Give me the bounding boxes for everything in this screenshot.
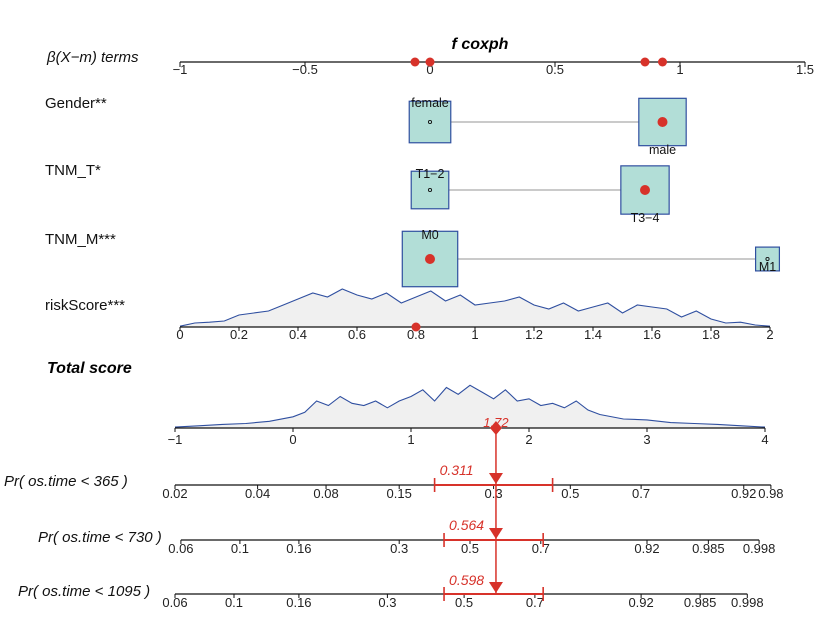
total-tick-label: 3	[643, 432, 650, 447]
selected-category-point	[657, 117, 668, 127]
prob-tick-label: 0.998	[743, 541, 776, 556]
prob-tick-label: 0.3	[485, 486, 503, 501]
selected-category-point	[425, 254, 435, 264]
total-tick-label: 4	[761, 432, 768, 447]
category-box	[408, 100, 452, 144]
prob-tick-label: 0.985	[692, 541, 725, 556]
total-tick-label: 2	[525, 432, 532, 447]
prob-tick-label: 0.7	[632, 486, 650, 501]
tnm-t-label: TNM_T*	[45, 162, 101, 179]
prob-tick-label: 0.5	[561, 486, 579, 501]
category-center-dot	[427, 119, 433, 125]
prob-tick-label: 0.1	[231, 541, 249, 556]
prob-tick-label: 0.92	[731, 486, 756, 501]
beta-axis-tick-label: −0.5	[292, 62, 318, 77]
prob-tick-label: 0.04	[245, 486, 270, 501]
beta-axis-tick-label: 1.5	[796, 62, 814, 77]
prob-tick-label: 0.08	[313, 486, 338, 501]
riskscore-tick-label: 0.4	[289, 327, 307, 342]
riskscore-tick-label: 0.2	[230, 327, 248, 342]
prob-tick-label: 0.06	[168, 541, 193, 556]
prob-tick-label: 0.92	[634, 541, 659, 556]
prob-tick-label: 0.92	[628, 595, 653, 610]
total-density-line	[174, 384, 766, 428]
prob-value-label: 0.564	[449, 517, 484, 533]
category-label: M1	[759, 260, 776, 274]
prob-tick-label: 0.15	[387, 486, 412, 501]
riskscore-density-line	[179, 288, 771, 327]
category-label: T1−2	[416, 167, 445, 181]
prob-tick-label: 0.985	[684, 595, 717, 610]
category-center-dot	[427, 187, 433, 193]
riskscore-tick-label: 0.8	[407, 327, 425, 342]
chart-title: f coxph	[452, 36, 509, 53]
prob-tick-label: 0.16	[286, 541, 311, 556]
prob-tick-label: 0.16	[286, 595, 311, 610]
prob-730-label: Pr( os.time < 730 )	[38, 529, 162, 546]
prob-tick-label: 0.5	[455, 595, 473, 610]
prob-365-label: Pr( os.time < 365 )	[4, 473, 128, 490]
total-density-fill	[175, 385, 765, 428]
selected-category-point	[640, 185, 650, 195]
chart-marks: −1 −0.5 0 0.5 1 1.5 female male T1−2 T3−4 M0 M1 0 0.2…	[162, 57, 814, 610]
prob-tick-label: 0.3	[390, 541, 408, 556]
riskscore-tick-label: 1.8	[702, 327, 720, 342]
prob-tick-label: 0.3	[378, 595, 396, 610]
beta-axis-tick-label: 1	[676, 62, 683, 77]
riskscore-tick-label: 1.6	[643, 327, 661, 342]
riskscore-density-fill	[180, 289, 770, 327]
prob-tick-label: 0.7	[526, 595, 544, 610]
beta-axis-tick-label: 0.5	[546, 62, 564, 77]
beta-red-point	[658, 57, 667, 67]
prob-tick-label: 0.5	[461, 541, 479, 556]
riskscore-tick-label: 1.4	[584, 327, 602, 342]
riskscore-tick-label: 1	[471, 327, 478, 342]
riskscore-label: riskScore***	[45, 297, 125, 314]
beta-red-point	[425, 57, 435, 67]
category-box	[401, 230, 459, 288]
riskscore-tick-label: 2	[766, 327, 773, 342]
prob-value-label: 0.598	[449, 572, 484, 588]
prob-tick-label: 0.02	[162, 486, 187, 501]
riskscore-tick-label: 0.6	[348, 327, 366, 342]
beta-axis-tick-label: −1	[173, 62, 188, 77]
beta-axis-label: β(X−m) terms	[46, 49, 139, 66]
riskscore-selected-point	[411, 322, 421, 332]
gender-label: Gender**	[45, 95, 107, 112]
beta-red-point	[410, 57, 420, 67]
total-tick-label: 1	[407, 432, 414, 447]
category-label: male	[649, 143, 676, 157]
total-tick-label: 0	[289, 432, 296, 447]
total-score-value-label: 1.72	[483, 415, 509, 430]
beta-axis-tick-label: 0	[426, 62, 433, 77]
prob-tick-label: 0.998	[731, 595, 764, 610]
category-label: T3−4	[631, 211, 660, 225]
riskscore-tick-label: 1.2	[525, 327, 543, 342]
prob-value-label: 0.311	[440, 462, 474, 478]
category-label: female	[411, 96, 449, 110]
prob-tick-label: 0.1	[225, 595, 243, 610]
total-score-label: Total score	[47, 360, 132, 377]
category-box	[754, 246, 781, 272]
category-label: M0	[421, 228, 438, 242]
prob-tick-label: 0.98	[758, 486, 783, 501]
total-score-marker	[489, 421, 502, 435]
beta-red-point	[640, 57, 650, 67]
prob-tick-label: 0.7	[532, 541, 550, 556]
prob-1095-label: Pr( os.time < 1095 )	[18, 583, 150, 600]
tnm-m-label: TNM_M***	[45, 231, 116, 248]
category-center-dot	[765, 256, 770, 262]
riskscore-tick-label: 0	[176, 327, 183, 342]
category-box	[410, 170, 450, 210]
prob-tick-label: 0.06	[162, 595, 187, 610]
total-tick-label: −1	[168, 432, 183, 447]
